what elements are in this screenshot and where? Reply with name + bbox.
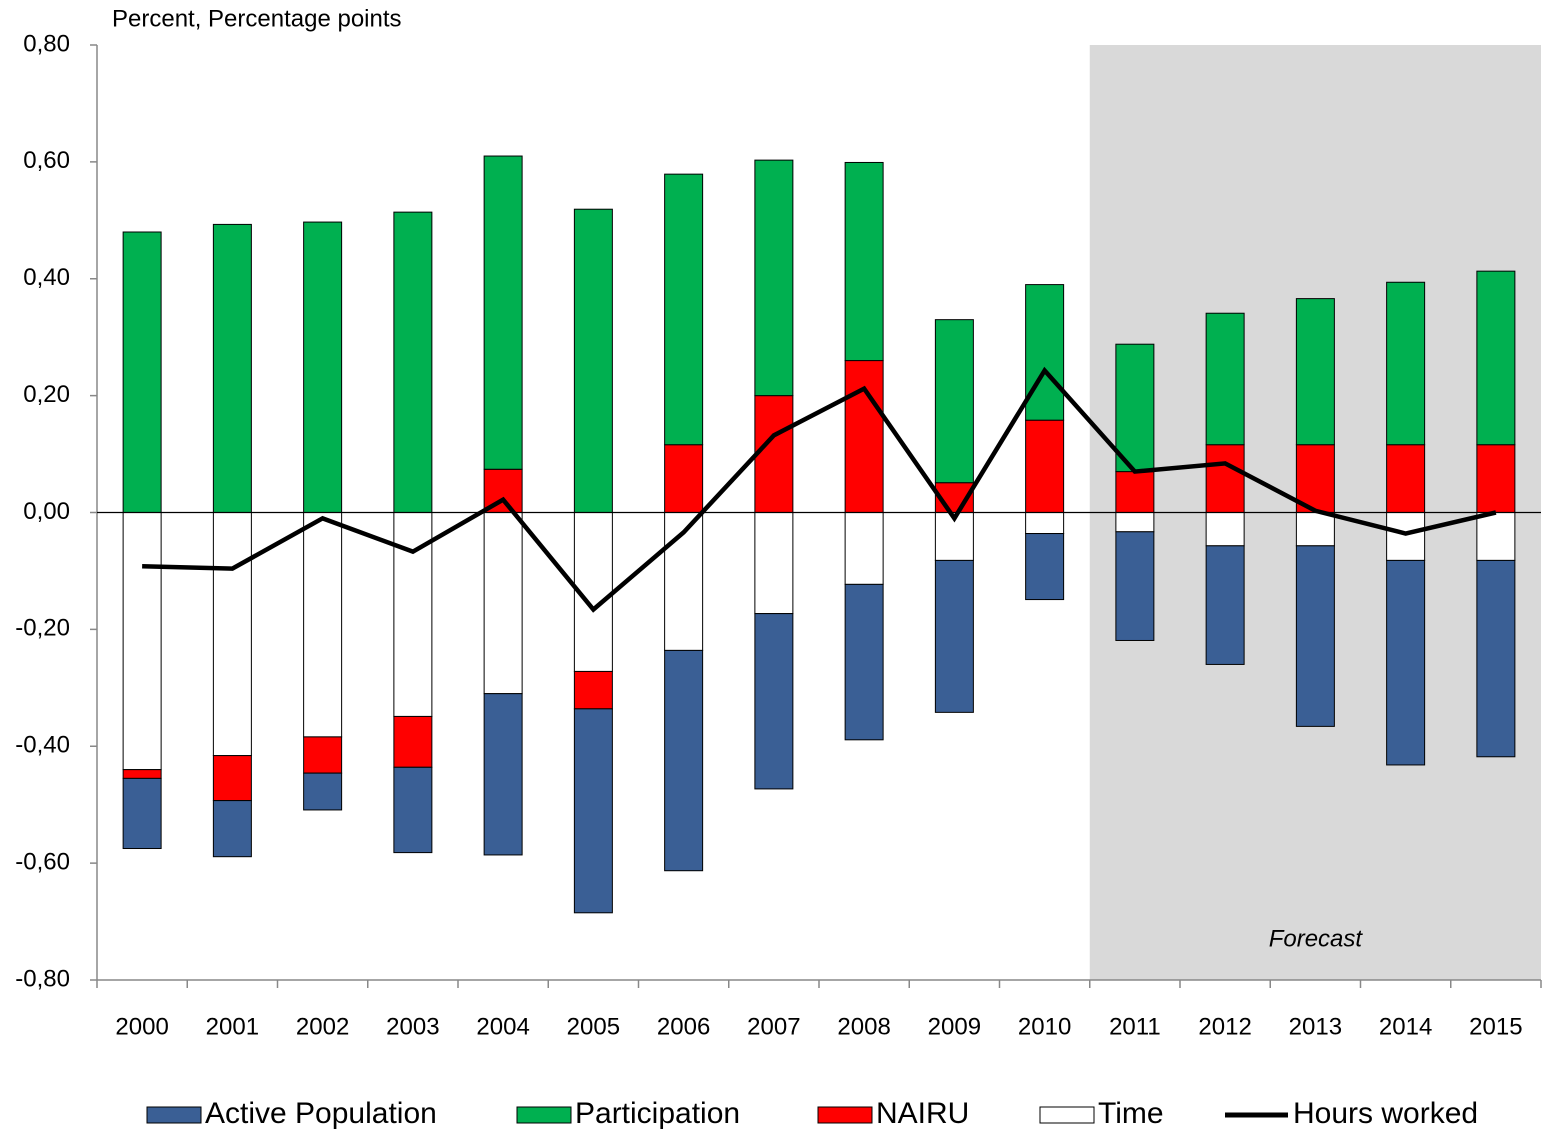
x-tick-label: 2008 xyxy=(837,1013,890,1040)
bar xyxy=(934,559,974,713)
x-tick-label: 2003 xyxy=(386,1013,439,1040)
x-tick-label: 2009 xyxy=(928,1013,981,1040)
bar xyxy=(844,161,884,362)
bar xyxy=(212,755,252,802)
legend-swatch xyxy=(817,1106,873,1124)
bar xyxy=(122,777,162,850)
bar xyxy=(1025,284,1065,421)
bar xyxy=(1295,512,1335,547)
bar xyxy=(664,649,704,872)
bar xyxy=(1386,281,1426,446)
x-tick-label: 2000 xyxy=(115,1013,168,1040)
bar xyxy=(844,512,884,585)
bar xyxy=(1025,533,1065,601)
bar xyxy=(483,155,523,470)
bar xyxy=(1025,512,1065,535)
bar xyxy=(1476,559,1516,758)
bar xyxy=(1115,343,1155,473)
bar xyxy=(1386,444,1426,513)
bar xyxy=(212,800,252,858)
bar xyxy=(1205,312,1245,446)
y-tick-label: -0,80 xyxy=(15,965,70,992)
bar xyxy=(573,708,613,914)
bar xyxy=(483,693,523,856)
bar xyxy=(934,319,974,484)
x-tick-label: 2004 xyxy=(476,1013,529,1040)
y-tick-label: -0,20 xyxy=(15,615,70,642)
bar xyxy=(393,211,433,513)
y-tick-label: 0,60 xyxy=(23,147,70,174)
bar xyxy=(122,512,162,771)
bar xyxy=(303,772,343,811)
y-tick-label: -0,40 xyxy=(15,732,70,759)
y-tick-label: -0,60 xyxy=(15,848,70,875)
bar xyxy=(1115,512,1155,533)
bar xyxy=(1295,545,1335,727)
bar xyxy=(664,444,704,513)
x-tick-label: 2015 xyxy=(1469,1013,1522,1040)
legend-swatch xyxy=(146,1106,202,1124)
bar xyxy=(303,512,343,738)
x-tick-label: 2002 xyxy=(296,1013,349,1040)
bar xyxy=(1025,419,1065,514)
x-tick-label: 2007 xyxy=(747,1013,800,1040)
y-tick-label: 0,00 xyxy=(23,498,70,525)
bar xyxy=(1295,444,1335,513)
axis-label: Percent, Percentage points xyxy=(112,5,402,32)
x-tick-label: 2001 xyxy=(206,1013,259,1040)
bar xyxy=(573,208,613,513)
y-tick-label: 0,40 xyxy=(23,264,70,291)
bar xyxy=(303,221,343,514)
bar xyxy=(754,512,794,615)
x-tick-label: 2011 xyxy=(1109,1013,1161,1040)
bar xyxy=(844,360,884,513)
legend-label: Active Population xyxy=(205,1097,437,1130)
bar xyxy=(844,583,884,741)
x-tick-label: 2012 xyxy=(1198,1013,1251,1040)
x-tick-label: 2013 xyxy=(1289,1013,1342,1040)
bar xyxy=(483,512,523,695)
bar xyxy=(1386,559,1426,766)
bar xyxy=(754,395,794,513)
x-tick-label: 2006 xyxy=(657,1013,710,1040)
bar xyxy=(1476,512,1516,561)
x-tick-label: 2014 xyxy=(1379,1013,1432,1040)
bar xyxy=(1295,298,1335,446)
bar xyxy=(754,613,794,790)
bar xyxy=(1205,545,1245,665)
bar xyxy=(1205,444,1245,513)
bar xyxy=(303,736,343,774)
bar xyxy=(212,512,252,757)
legend-label: Participation xyxy=(575,1097,740,1130)
bar xyxy=(393,766,433,854)
annotation: Forecast xyxy=(1269,925,1364,952)
bar xyxy=(754,159,794,397)
bar xyxy=(212,223,252,513)
bar xyxy=(1386,512,1426,561)
x-tick-label: 2010 xyxy=(1018,1013,1071,1040)
bar xyxy=(1476,444,1516,513)
bar xyxy=(1115,471,1155,513)
bar xyxy=(122,231,162,513)
legend-label: Time xyxy=(1098,1097,1164,1130)
bar xyxy=(573,670,613,710)
line xyxy=(142,366,1497,613)
x-tick-label: 2005 xyxy=(567,1013,620,1040)
y-tick-label: 0,80 xyxy=(23,30,70,57)
bar xyxy=(664,173,704,446)
bar xyxy=(393,715,433,768)
bar xyxy=(1205,512,1245,547)
bar xyxy=(1476,270,1516,446)
legend-label: NAIRU xyxy=(876,1097,969,1130)
bar xyxy=(664,512,704,651)
legend-label: Hours worked xyxy=(1293,1097,1478,1130)
legend-swatch xyxy=(1039,1106,1095,1124)
legend-swatch xyxy=(516,1106,572,1124)
bar xyxy=(1115,531,1155,641)
bar xyxy=(122,769,162,779)
y-tick-label: 0,20 xyxy=(23,381,70,408)
